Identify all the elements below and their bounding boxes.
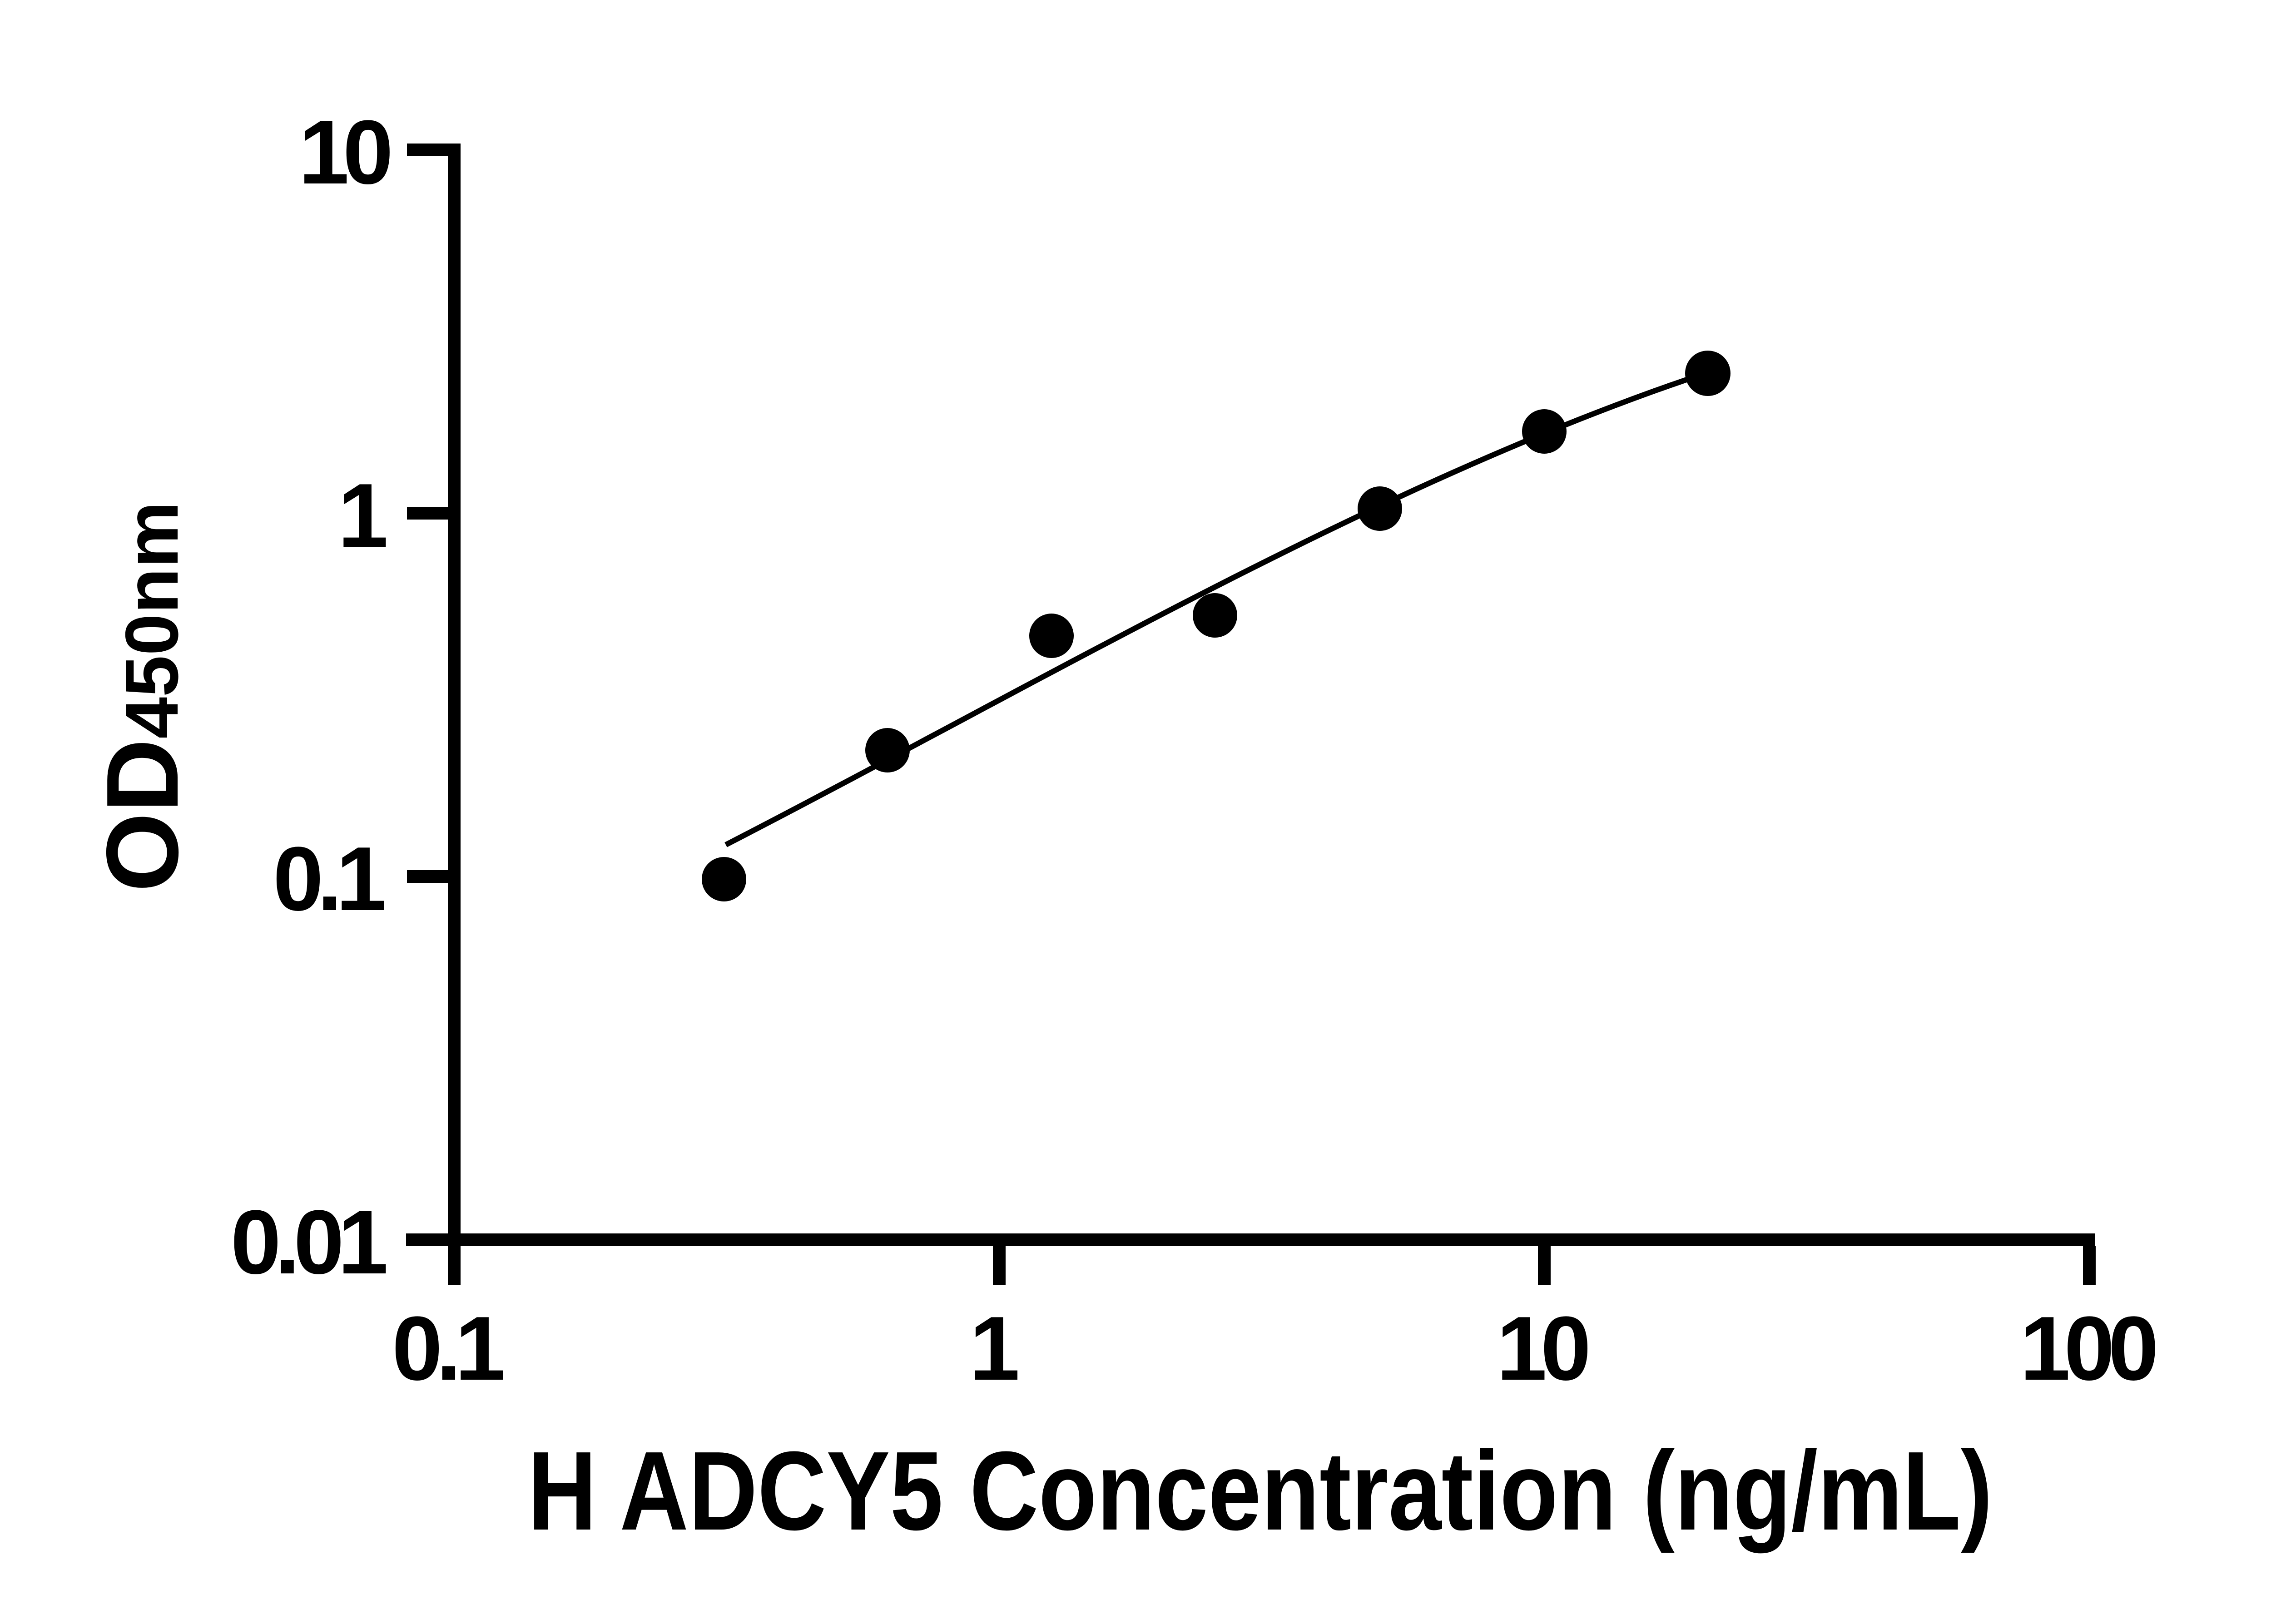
svg-text:H ADCY5 Concentration (ng/mL): H ADCY5 Concentration (ng/mL) [528, 1428, 1993, 1554]
svg-text:100: 100 [2020, 1298, 2155, 1399]
svg-text:0.1: 0.1 [392, 1298, 503, 1399]
svg-text:10: 10 [1497, 1298, 1588, 1399]
svg-text:1: 1 [969, 1298, 1017, 1399]
svg-text:10: 10 [299, 102, 390, 203]
svg-text:0.1: 0.1 [273, 828, 384, 930]
svg-text:0.01: 0.01 [231, 1192, 386, 1293]
svg-text:1: 1 [338, 465, 386, 566]
